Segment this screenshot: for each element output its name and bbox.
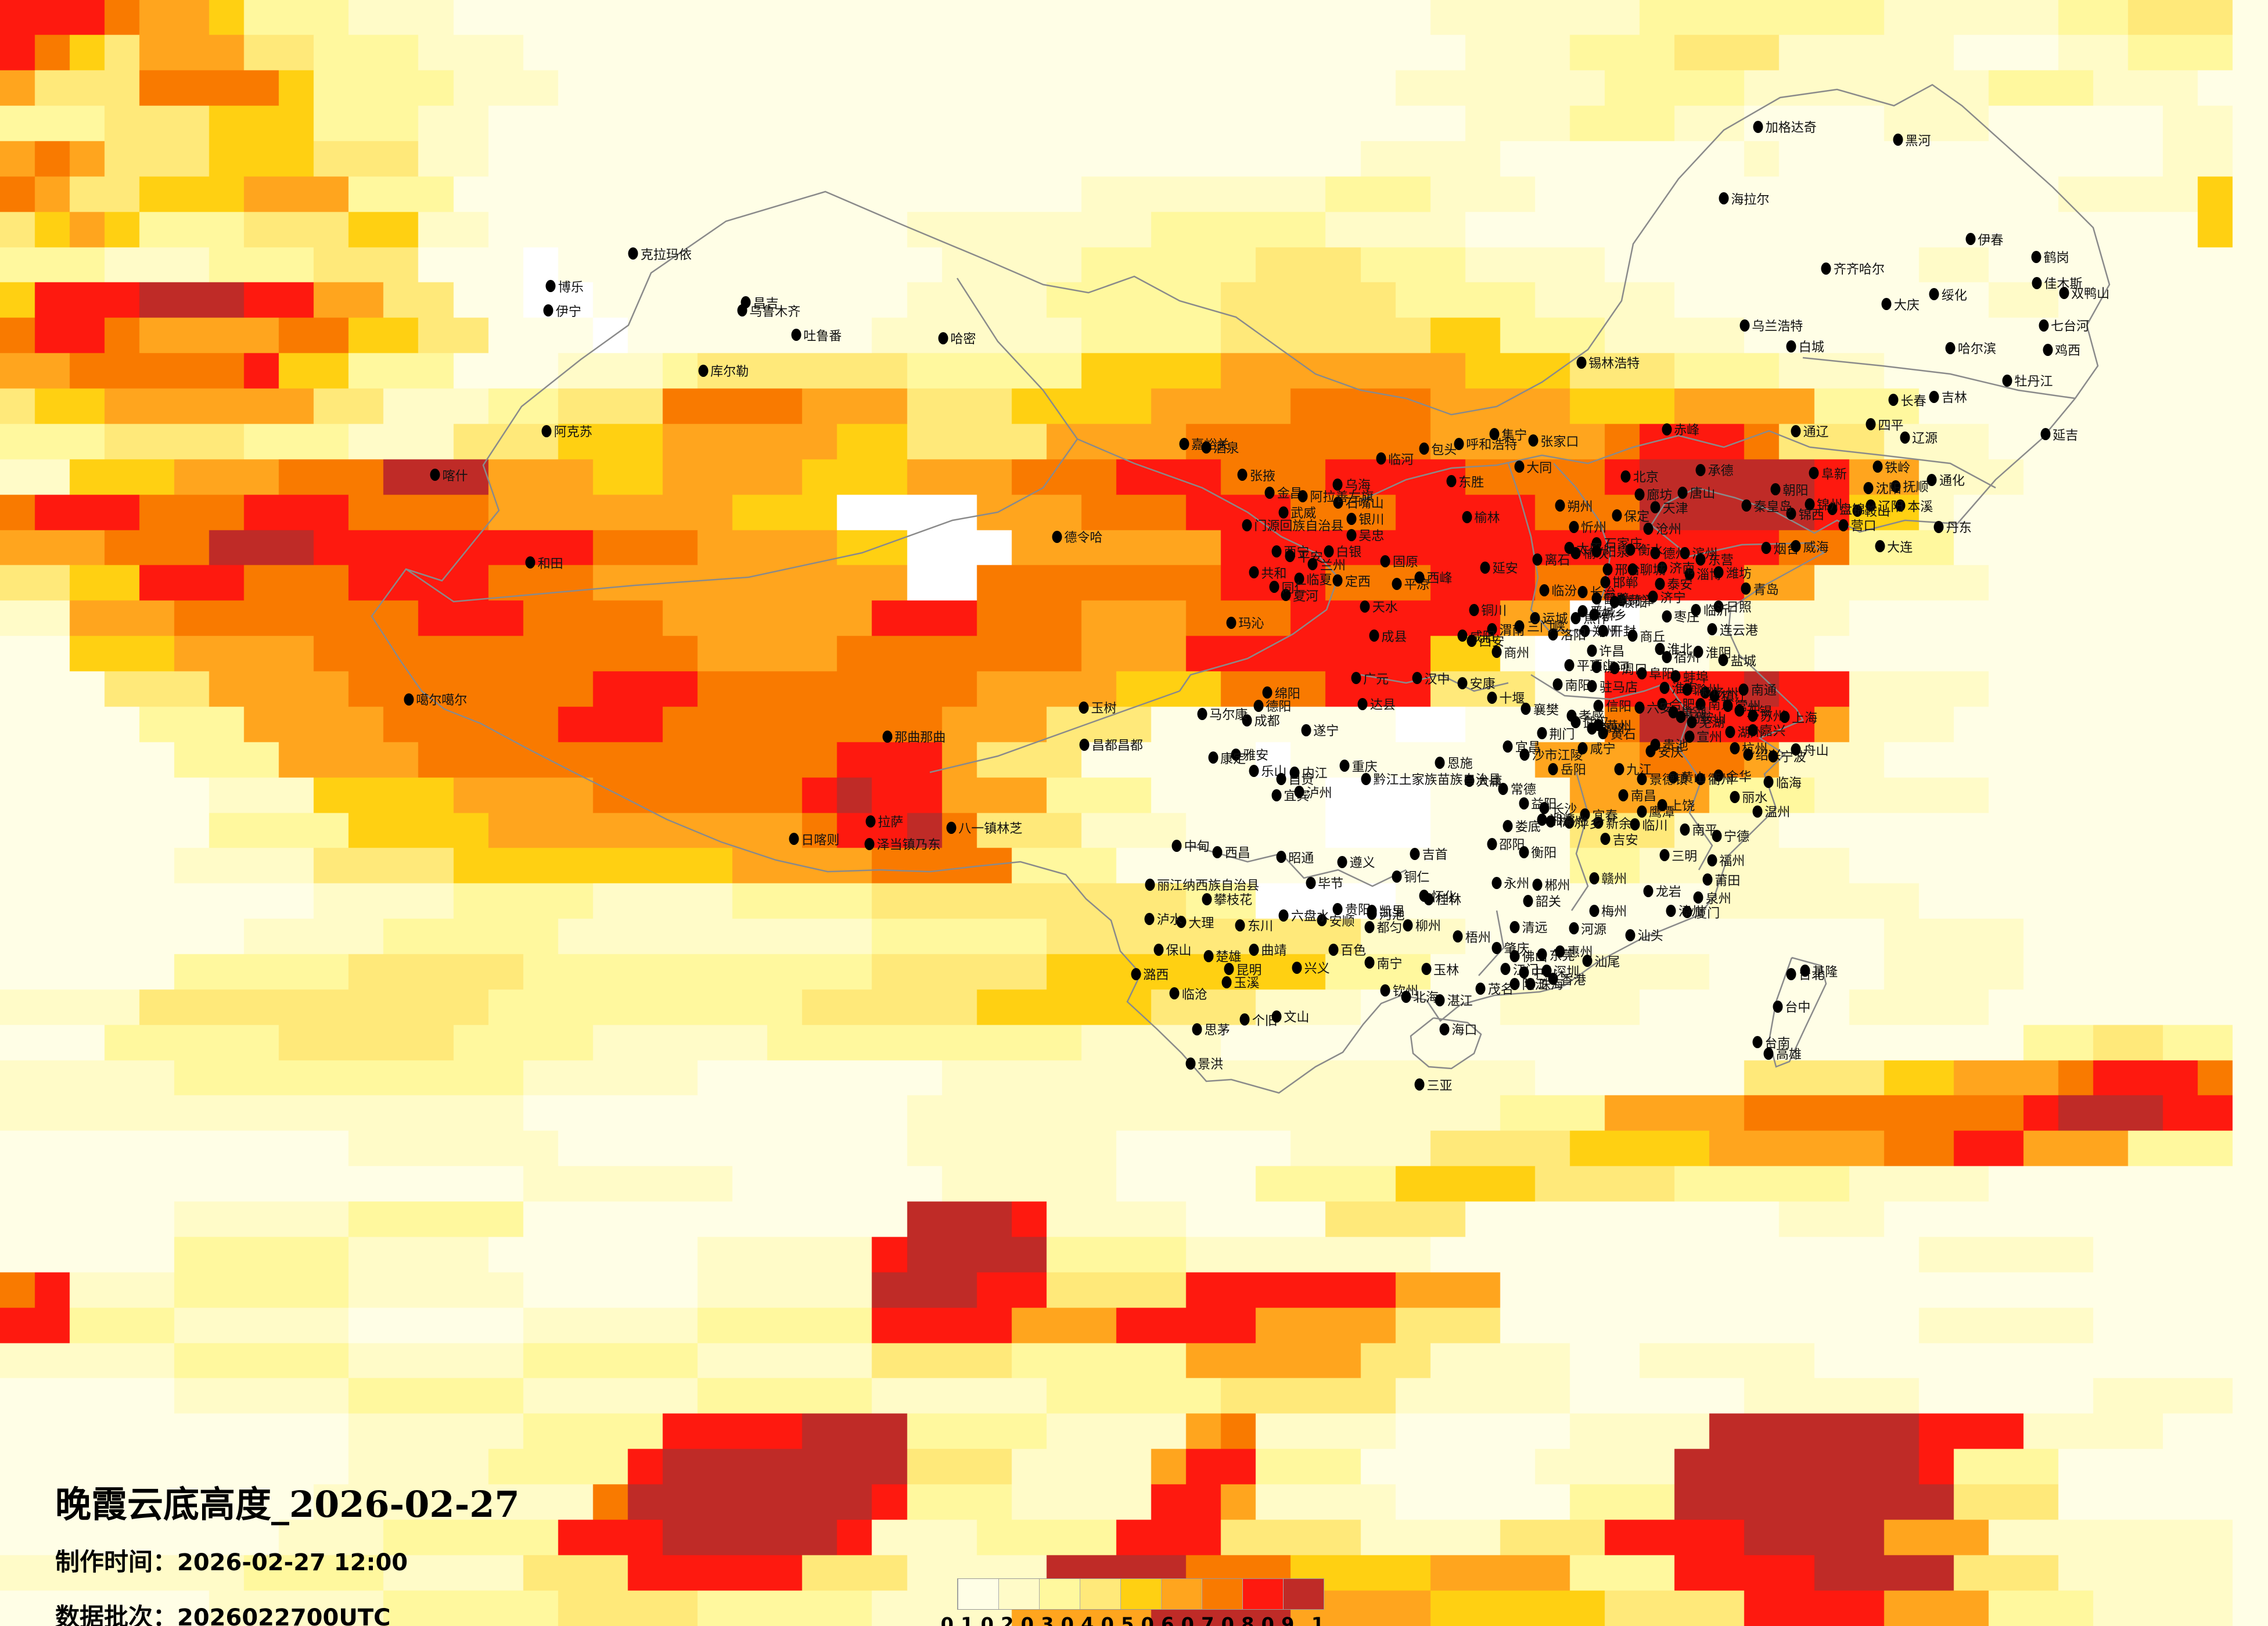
legend-swatch [958, 1579, 998, 1609]
data-batch-label: 数据批次： [55, 1603, 178, 1626]
legend-tick-label: 0.5 [1101, 1613, 1134, 1626]
legend-swatch [1242, 1579, 1283, 1609]
production-time-value: 2026-02-27 12:00 [177, 1549, 408, 1576]
data-batch-value: 2026022700UTC [177, 1605, 391, 1626]
legend-swatch [1120, 1579, 1161, 1609]
map-title: 晚霞云底高度_2026-02-27 [55, 1483, 520, 1526]
legend-swatch [1080, 1579, 1120, 1609]
data-batch-line: 数据批次：2026022700UTC [55, 1598, 520, 1626]
legend-swatches [957, 1578, 1324, 1610]
legend-tick-label: 0.8 [1221, 1613, 1255, 1626]
legend-tick-label: 0.4 [1061, 1613, 1094, 1626]
legend-tick-label: 0.6 [1141, 1613, 1174, 1626]
legend-swatch [1161, 1579, 1202, 1609]
legend-swatch [998, 1579, 1039, 1609]
legend-tick-label: 0.1 [940, 1613, 974, 1626]
production-time-line: 制作时间：2026-02-27 12:00 [55, 1542, 520, 1578]
title-block: 晚霞云底高度_2026-02-27 制作时间：2026-02-27 12:00 … [55, 1487, 520, 1626]
color-legend: 0.1 0.2 0.3 0.4 0.5 0.6 0.7 0.8 0.9 1 [941, 1578, 1325, 1626]
legend-swatch [1283, 1579, 1324, 1609]
legend-tick-labels: 0.1 0.2 0.3 0.4 0.5 0.6 0.7 0.8 0.9 1 [941, 1613, 1325, 1626]
legend-tick-label: 0.9 [1261, 1613, 1295, 1626]
legend-tick-label: 1 [1311, 1613, 1325, 1626]
legend-tick-label: 0.2 [980, 1613, 1014, 1626]
legend-swatch [1039, 1579, 1080, 1609]
production-time-label: 制作时间： [55, 1548, 178, 1576]
legend-tick-label: 0.3 [1020, 1613, 1054, 1626]
legend-swatch [1202, 1579, 1242, 1609]
legend-tick-label: 0.7 [1181, 1613, 1214, 1626]
